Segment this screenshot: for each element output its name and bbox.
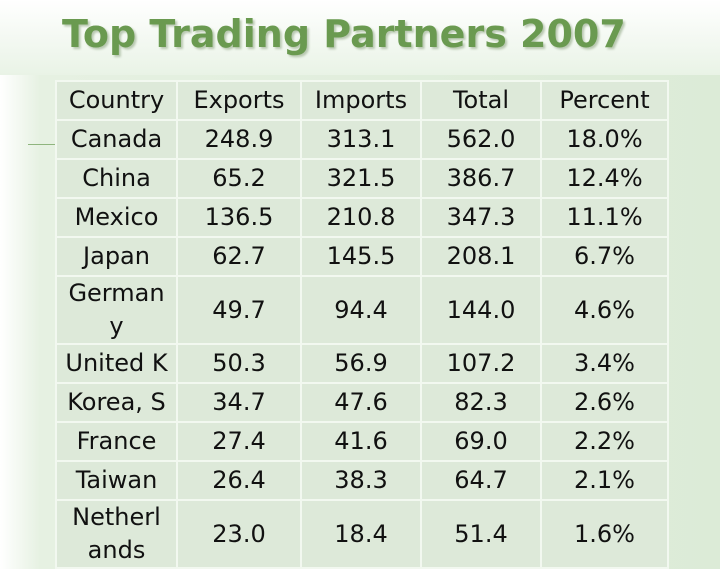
header-row: Country Exports Imports Total Percent [55,80,669,121]
value-cell: 1.6% [540,499,669,569]
value-cell: 3.4% [540,343,669,384]
value-cell: 144.0 [420,275,542,345]
value-cell: 38.3 [300,460,422,501]
value-cell: 313.1 [300,119,422,160]
decoration [28,144,58,145]
value-cell: 208.1 [420,236,542,277]
country-cell: Korea, S [55,382,178,423]
data-table: Country Exports Imports Total Percent Canada… [55,80,669,569]
country-cell: France [55,421,178,462]
country-cell: Canada [55,119,178,160]
value-cell: 34.7 [176,382,302,423]
value-cell: 386.7 [420,158,542,199]
value-cell: 107.2 [420,343,542,384]
table-row: Japan 62.7 145.5 208.1 6.7% [55,236,669,277]
table-row: China 65.2 321.5 386.7 12.4% [55,158,669,199]
value-cell: 248.9 [176,119,302,160]
value-cell: 69.0 [420,421,542,462]
value-cell: 62.7 [176,236,302,277]
country-cell: Netherlands [55,499,178,569]
value-cell: 347.3 [420,197,542,238]
table-row: Canada 248.9 313.1 562.0 18.0% [55,119,669,160]
table-row: Germany 49.7 94.4 144.0 4.6% [55,275,669,345]
column-header: Exports [176,80,302,121]
value-cell: 18.4 [300,499,422,569]
title-band [0,0,720,75]
country-cell: Germany [55,275,178,345]
value-cell: 51.4 [420,499,542,569]
column-header: Country [55,80,178,121]
table-row: United K 50.3 56.9 107.2 3.4% [55,343,669,384]
country-cell: United K [55,343,178,384]
value-cell: 23.0 [176,499,302,569]
value-cell: 65.2 [176,158,302,199]
value-cell: 4.6% [540,275,669,345]
value-cell: 11.1% [540,197,669,238]
value-cell: 56.9 [300,343,422,384]
value-cell: 12.4% [540,158,669,199]
value-cell: 2.6% [540,382,669,423]
value-cell: 47.6 [300,382,422,423]
value-cell: 50.3 [176,343,302,384]
table-row: Taiwan 26.4 38.3 64.7 2.1% [55,460,669,501]
value-cell: 49.7 [176,275,302,345]
country-cell: Japan [55,236,178,277]
table-row: France 27.4 41.6 69.0 2.2% [55,421,669,462]
value-cell: 562.0 [420,119,542,160]
table-row: Korea, S 34.7 47.6 82.3 2.6% [55,382,669,423]
table-row: Netherlands 23.0 18.4 51.4 1.6% [55,499,669,569]
value-cell: 94.4 [300,275,422,345]
value-cell: 136.5 [176,197,302,238]
table-body: Canada 248.9 313.1 562.0 18.0% China 65.2 321.5… [55,119,669,569]
table-row: Mexico 136.5 210.8 347.3 11.1% [55,197,669,238]
country-cell: China [55,158,178,199]
value-cell: 2.1% [540,460,669,501]
column-header: Total [420,80,542,121]
value-cell: 6.7% [540,236,669,277]
value-cell: 2.2% [540,421,669,462]
country-cell: Taiwan [55,460,178,501]
value-cell: 26.4 [176,460,302,501]
value-cell: 145.5 [300,236,422,277]
value-cell: 210.8 [300,197,422,238]
column-header: Imports [300,80,422,121]
value-cell: 41.6 [300,421,422,462]
column-header: Percent [540,80,669,121]
country-cell: Mexico [55,197,178,238]
value-cell: 27.4 [176,421,302,462]
value-cell: 64.7 [420,460,542,501]
value-cell: 321.5 [300,158,422,199]
value-cell: 18.0% [540,119,669,160]
slide-title: Top Trading Partners 2007 [62,12,626,56]
value-cell: 82.3 [420,382,542,423]
